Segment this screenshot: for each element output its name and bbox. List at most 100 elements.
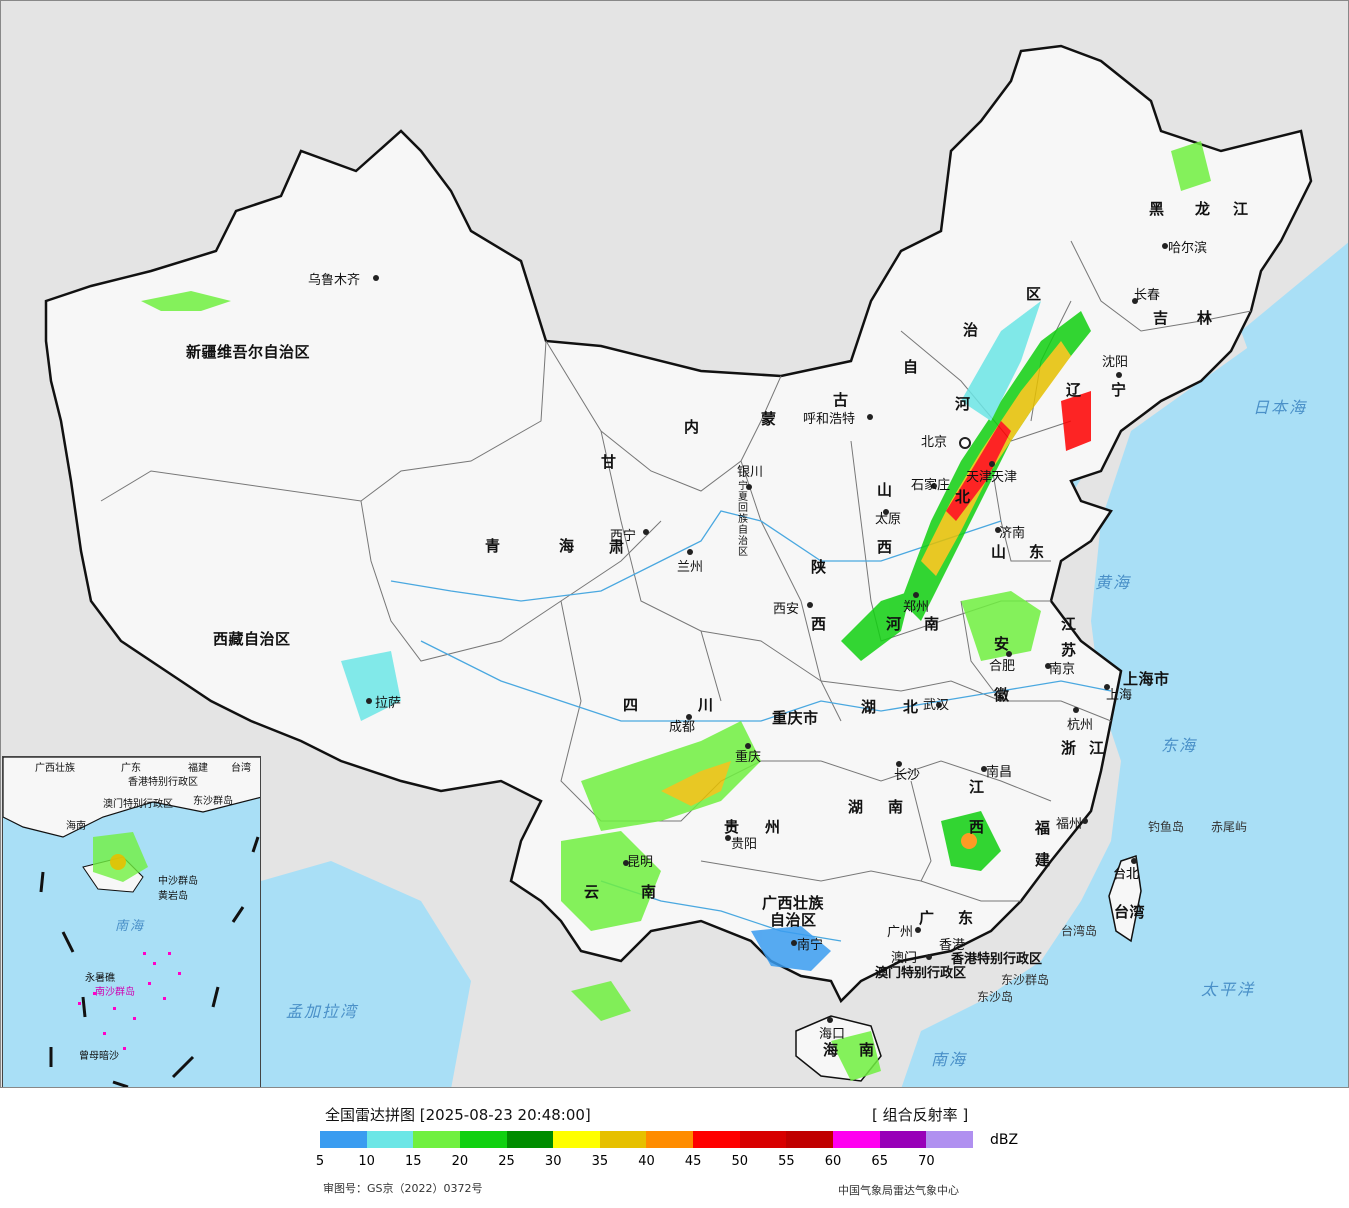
city-kunming: 昆明 [627, 855, 654, 870]
city-xian: 西安 [773, 602, 800, 617]
label-nmg-gu: 古 [833, 391, 849, 409]
color-scale-segment [926, 1131, 973, 1148]
label-shaanxi-xi: 西 [811, 615, 827, 633]
city-dot [827, 1017, 833, 1023]
label-nmg-zi: 自 [903, 358, 919, 376]
label-hunan-nan: 南 [888, 798, 904, 816]
city-macau: 澳门 [891, 951, 918, 966]
city-beijing: 北京 [921, 435, 948, 450]
legend-product: [ 组合反射率 ] [872, 1106, 969, 1124]
label-jiangxi-jiang: 江 [969, 778, 985, 796]
label-gansu-su: 肃 [609, 538, 625, 556]
label-pacific: 太平洋 [1201, 980, 1256, 999]
radar-map: 新疆维吾尔自治区 西藏自治区 青 海 甘 肃 内 蒙 古 自 治 区 四 川 云… [0, 0, 1349, 1088]
map-approval-number: 审图号：GS京（2022）0372号 [323, 1182, 483, 1195]
label-jiangsu-su: 苏 [1061, 641, 1077, 659]
color-scale-tick-label: 30 [544, 1154, 562, 1169]
label-nmg-zhi: 治 [963, 321, 979, 339]
label-hk-sar: 香港特别行政区 [951, 952, 1043, 967]
city-dot [1132, 298, 1138, 304]
color-scale-segment [786, 1131, 834, 1148]
label-taiwan: 台湾 [1114, 903, 1146, 921]
city-changchun: 长春 [1134, 288, 1161, 303]
label-hainan-nan: 南 [859, 1041, 875, 1059]
label-nmg-nei: 内 [684, 418, 700, 436]
city-nanchang: 南昌 [986, 765, 1013, 780]
map-canvas [44, 44, 1348, 1087]
inset-label-guangdong: 广东 [121, 763, 141, 774]
inset-label-macau: 澳门特别行政区 [103, 799, 173, 810]
label-hainan-hai: 海 [823, 1041, 839, 1059]
color-scale-segment [879, 1131, 927, 1148]
color-scale-segment [646, 1131, 694, 1148]
color-scale-tick-label: 20 [451, 1154, 469, 1169]
label-taibei: 台北 [1113, 867, 1140, 882]
label-jilin-ji: 吉 [1153, 309, 1169, 327]
label-jiangxi-xi: 西 [969, 818, 985, 836]
radar-echo-tibet [341, 651, 401, 721]
city-fuzhou: 福州 [1056, 817, 1083, 832]
label-guangdong-dong: 东 [958, 909, 974, 927]
label-chongqing: 重庆市 [772, 709, 819, 727]
label-qinghai-hai: 海 [559, 537, 575, 555]
color-scale-ticks: 5 10 15 20 25 30 35 40 45 50 55 60 65 70 [316, 1154, 973, 1172]
city-shenyang: 沈阳 [1102, 355, 1129, 370]
city-dot [1082, 818, 1088, 824]
label-liaoning-liao: 辽 [1066, 381, 1082, 399]
color-scale-tick-label: 65 [871, 1154, 888, 1169]
label-fujian-jian: 建 [1035, 851, 1051, 869]
city-nanjing: 南京 [1049, 662, 1076, 677]
label-zhejiang-zhe: 浙 [1061, 739, 1077, 757]
city-huhehaote: 呼和浩特 [803, 412, 856, 427]
label-shanxi-shan: 山 [877, 481, 893, 499]
color-scale-tick-label: 10 [358, 1154, 375, 1169]
city-dot [746, 484, 752, 490]
city-shanghai: 上海 [1106, 688, 1133, 703]
label-guangxi-2: 自治区 [770, 911, 817, 929]
city-dot [926, 954, 932, 960]
radar-echo-heilongjiang [1171, 141, 1211, 191]
radar-echo-yunnan [561, 831, 661, 931]
label-zhejiang-jiang: 江 [1089, 739, 1105, 757]
label-shandong-dong: 东 [1029, 543, 1045, 561]
city-zhengzhou: 郑州 [903, 600, 930, 615]
label-yellow-sea: 黄海 [1095, 573, 1132, 592]
radar-echo-layer [141, 141, 1211, 1081]
label-diaoyu: 钓鱼岛 [1148, 820, 1185, 834]
city-dot [981, 766, 987, 772]
color-scale-segment [739, 1131, 787, 1148]
label-hebei-he: 河 [955, 395, 971, 413]
legend-footer: 全国雷达拼图 [2025-08-23 20:48:00] [ 组合反射率 ] d… [0, 1088, 1349, 1208]
city-dot [936, 702, 942, 708]
radar-echo-sichuan-core [661, 761, 731, 806]
inset-canvas [3, 757, 260, 1087]
inset-label-hk: 香港特别行政区 [128, 777, 198, 788]
radar-echo-anhui [961, 591, 1041, 661]
color-scale-tick-label: 70 [918, 1154, 935, 1169]
city-dot [725, 835, 731, 841]
color-scale-tick-label: 45 [684, 1154, 702, 1169]
city-taiyuan: 太原 [875, 512, 902, 527]
color-scale-tick-label: 25 [498, 1154, 515, 1169]
city-harbin: 哈尔滨 [1168, 241, 1208, 256]
label-qinghai-qing: 青 [485, 537, 501, 555]
label-hlj-long: 龙 [1195, 200, 1211, 218]
city-dot [807, 602, 813, 608]
east-sea-area [901, 282, 1348, 1087]
inset-label-yongshu: 永暑礁 [85, 973, 115, 984]
label-yunnan-nan: 南 [641, 883, 657, 901]
city-dot [366, 698, 372, 704]
label-henan-he: 河 [886, 615, 902, 633]
city-dot [931, 483, 937, 489]
city-dot [1073, 707, 1079, 713]
city-urumqi: 乌鲁木齐 [308, 273, 361, 288]
city-dot [989, 461, 995, 467]
label-east-sea: 东海 [1161, 736, 1198, 755]
label-shanxi-xi: 西 [877, 538, 893, 556]
color-scale-tick-label: 60 [824, 1154, 842, 1169]
label-henan-nan: 南 [924, 615, 940, 633]
label-jilin-lin: 林 [1197, 309, 1213, 327]
city-haikou: 海口 [819, 1027, 846, 1042]
city-dot [1131, 858, 1137, 864]
radar-echo-henan [841, 591, 911, 661]
